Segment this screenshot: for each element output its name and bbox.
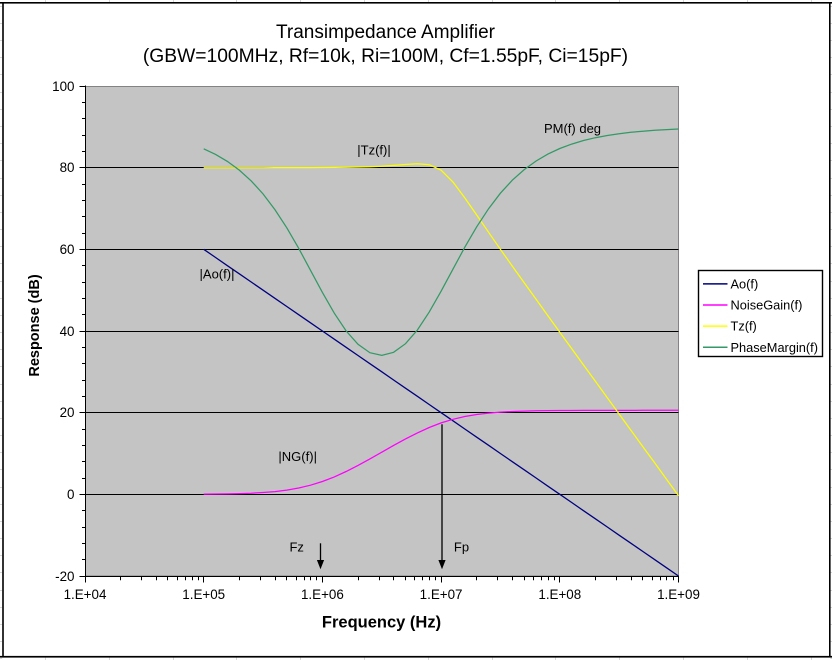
svg-text:100: 100 xyxy=(52,79,74,94)
svg-text:Tz(f): Tz(f) xyxy=(731,319,757,334)
svg-text:PhaseMargin(f): PhaseMargin(f) xyxy=(731,340,818,355)
svg-text:NoiseGain(f): NoiseGain(f) xyxy=(731,298,803,313)
svg-text:Ao(f): Ao(f) xyxy=(731,277,759,292)
svg-text:1.E+06: 1.E+06 xyxy=(301,587,344,602)
svg-text:1.E+07: 1.E+07 xyxy=(420,587,463,602)
svg-text:80: 80 xyxy=(60,160,75,175)
svg-text:1.E+04: 1.E+04 xyxy=(64,587,107,602)
svg-text:Transimpedance Amplifier: Transimpedance Amplifier xyxy=(276,22,496,43)
svg-text:20: 20 xyxy=(60,405,75,420)
svg-text:Fp: Fp xyxy=(454,540,469,555)
svg-text:|Tz(f)|: |Tz(f)| xyxy=(357,143,390,158)
svg-text:|Ao(f)|: |Ao(f)| xyxy=(200,267,235,282)
svg-text:(GBW=100MHz, Rf=10k, Ri=100M,: (GBW=100MHz, Rf=10k, Ri=100M, Cf=1.55pF,… xyxy=(143,46,628,67)
svg-text:PM(f) deg: PM(f) deg xyxy=(544,121,601,136)
svg-text:1.E+09: 1.E+09 xyxy=(657,587,700,602)
svg-text:40: 40 xyxy=(60,324,75,339)
svg-text:1.E+08: 1.E+08 xyxy=(538,587,581,602)
svg-text:-20: -20 xyxy=(55,569,74,584)
svg-text:0: 0 xyxy=(67,487,74,502)
svg-text:Response (dB): Response (dB) xyxy=(27,274,43,376)
svg-text:60: 60 xyxy=(60,242,75,257)
svg-text:Fz: Fz xyxy=(289,540,303,555)
svg-text:1.E+05: 1.E+05 xyxy=(182,587,225,602)
svg-text:|NG(f)|: |NG(f)| xyxy=(278,449,317,464)
svg-text:Frequency (Hz): Frequency (Hz) xyxy=(322,613,441,631)
